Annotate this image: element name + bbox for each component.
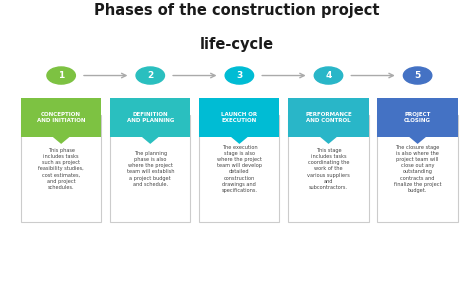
Text: Phases of the construction project: Phases of the construction project (94, 3, 380, 18)
Text: This stage
includes tasks
coordinating the
work of the
various suppliers
and
sub: This stage includes tasks coordinating t… (307, 148, 350, 190)
Text: 5: 5 (414, 71, 421, 80)
Text: The planning
phase is also
where the project
team will establish
a project budge: The planning phase is also where the pro… (127, 151, 174, 187)
Polygon shape (142, 137, 159, 144)
Text: 1: 1 (58, 71, 64, 80)
Text: life-cycle: life-cycle (200, 37, 274, 52)
FancyBboxPatch shape (110, 98, 191, 137)
FancyBboxPatch shape (288, 98, 369, 137)
Text: The execution
stage is also
where the project
team will develop
detailed
constru: The execution stage is also where the pr… (217, 145, 262, 193)
Circle shape (47, 67, 75, 84)
Text: CONCEPTION
AND INITIATION: CONCEPTION AND INITIATION (37, 112, 85, 123)
FancyBboxPatch shape (199, 115, 280, 222)
Circle shape (314, 67, 343, 84)
FancyBboxPatch shape (377, 115, 458, 222)
Text: 4: 4 (325, 71, 332, 80)
Text: This phase
includes tasks
such as project
feasibility studies,
cost estimates,
a: This phase includes tasks such as projec… (38, 148, 84, 190)
FancyBboxPatch shape (21, 115, 101, 222)
FancyBboxPatch shape (377, 98, 458, 137)
Text: The closure stage
is also where the
project team will
close out any
outstanding
: The closure stage is also where the proj… (394, 145, 441, 193)
Circle shape (225, 67, 254, 84)
Polygon shape (320, 137, 337, 144)
FancyBboxPatch shape (21, 98, 101, 137)
Polygon shape (409, 137, 426, 144)
Circle shape (136, 67, 164, 84)
Circle shape (403, 67, 432, 84)
FancyBboxPatch shape (110, 115, 191, 222)
Polygon shape (231, 137, 248, 144)
Text: PROJECT
CLOSING: PROJECT CLOSING (404, 112, 431, 123)
Text: LAUNCH OR
EXECUTION: LAUNCH OR EXECUTION (221, 112, 257, 123)
Text: DEFINITION
AND PLANNING: DEFINITION AND PLANNING (127, 112, 174, 123)
Text: PERFORMANCE
AND CONTROL: PERFORMANCE AND CONTROL (305, 112, 352, 123)
FancyBboxPatch shape (288, 115, 369, 222)
Text: 2: 2 (147, 71, 154, 80)
Polygon shape (53, 137, 70, 144)
Text: 3: 3 (236, 71, 243, 80)
FancyBboxPatch shape (199, 98, 280, 137)
